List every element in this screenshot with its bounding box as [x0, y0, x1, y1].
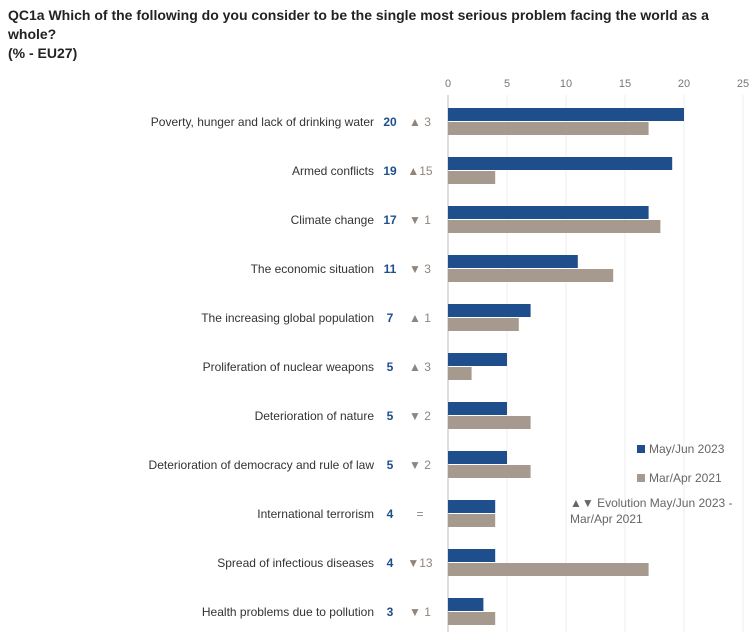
- evolution-label: ▲15: [407, 164, 433, 178]
- bar-2021: [448, 563, 649, 576]
- bar-2023: [448, 500, 496, 513]
- evolution-label: ▼ 1: [409, 213, 431, 227]
- legend-evolution: ▲▼ Evolution May/Jun 2023 - Mar/Apr 2021: [570, 496, 733, 526]
- legend-swatch-2021: [637, 474, 645, 482]
- x-tick-label: 0: [445, 78, 451, 90]
- bar-2021: [448, 367, 472, 380]
- value-label: 11: [384, 262, 397, 276]
- legend-2023: May/Jun 2023: [637, 442, 724, 456]
- category-label: Armed conflicts: [292, 164, 374, 178]
- x-tick-label: 10: [560, 78, 572, 90]
- category-label: The increasing global population: [201, 311, 374, 325]
- value-label: 7: [387, 311, 394, 325]
- title-text: QC1a Which of the following do you consi…: [8, 7, 709, 42]
- x-tick-label: 5: [504, 78, 510, 90]
- value-label: 19: [383, 164, 397, 178]
- bar-2021: [448, 269, 614, 282]
- bar-2021: [448, 318, 519, 331]
- chart-title: QC1a Which of the following do you consi…: [8, 6, 748, 63]
- bar-2021: [448, 465, 531, 478]
- value-label: 17: [383, 213, 397, 227]
- evolution-label: ▲ 3: [409, 115, 431, 129]
- legend-2021: Mar/Apr 2021: [637, 471, 722, 485]
- category-label: International terrorism: [257, 507, 374, 521]
- x-tick-label: 20: [678, 78, 690, 90]
- category-label: Deterioration of nature: [255, 409, 375, 423]
- bar-2021: [448, 220, 661, 233]
- category-label: Climate change: [291, 213, 375, 227]
- value-label: 5: [387, 409, 394, 423]
- evolution-label: ▼13: [407, 556, 433, 570]
- evolution-label: ▼ 1: [409, 605, 431, 619]
- value-label: 20: [383, 115, 397, 129]
- evolution-label: ▼ 3: [409, 262, 431, 276]
- category-label: Proliferation of nuclear weapons: [203, 360, 374, 374]
- x-tick-label: 25: [737, 78, 749, 90]
- bar-2023: [448, 157, 673, 170]
- bar-2023: [448, 255, 578, 268]
- legend-label-2021: Mar/Apr 2021: [649, 471, 722, 485]
- value-label: 4: [387, 556, 394, 570]
- bar-2023: [448, 304, 531, 317]
- legend-swatch-2023: [637, 445, 645, 453]
- category-label: Poverty, hunger and lack of drinking wat…: [151, 115, 374, 129]
- bar-2021: [448, 514, 496, 527]
- bar-2021: [448, 122, 649, 135]
- category-label: The economic situation: [251, 262, 374, 276]
- category-label: Spread of infectious diseases: [217, 556, 374, 570]
- bar-2021: [448, 171, 496, 184]
- evolution-label: ▲ 3: [409, 360, 431, 374]
- value-label: 5: [387, 360, 394, 374]
- evolution-label: =: [416, 507, 423, 521]
- bar-2021: [448, 612, 496, 625]
- evolution-label: ▼ 2: [409, 409, 431, 423]
- subtitle-text: (% - EU27): [8, 45, 78, 61]
- bar-2023: [448, 353, 507, 366]
- value-label: 4: [387, 507, 394, 521]
- category-label: Health problems due to pollution: [202, 605, 374, 619]
- bar-2021: [448, 416, 531, 429]
- evolution-label: ▲ 1: [409, 311, 431, 325]
- bar-2023: [448, 402, 507, 415]
- bar-2023: [448, 206, 649, 219]
- bar-2023: [448, 108, 684, 121]
- x-tick-label: 15: [619, 78, 631, 90]
- bar-2023: [448, 549, 496, 562]
- category-label: Deterioration of democracy and rule of l…: [149, 458, 375, 472]
- value-label: 5: [387, 458, 394, 472]
- bar-2023: [448, 451, 507, 464]
- value-label: 3: [387, 605, 394, 619]
- evolution-label: ▼ 2: [409, 458, 431, 472]
- legend-label-2023: May/Jun 2023: [649, 442, 725, 456]
- bar-2023: [448, 598, 484, 611]
